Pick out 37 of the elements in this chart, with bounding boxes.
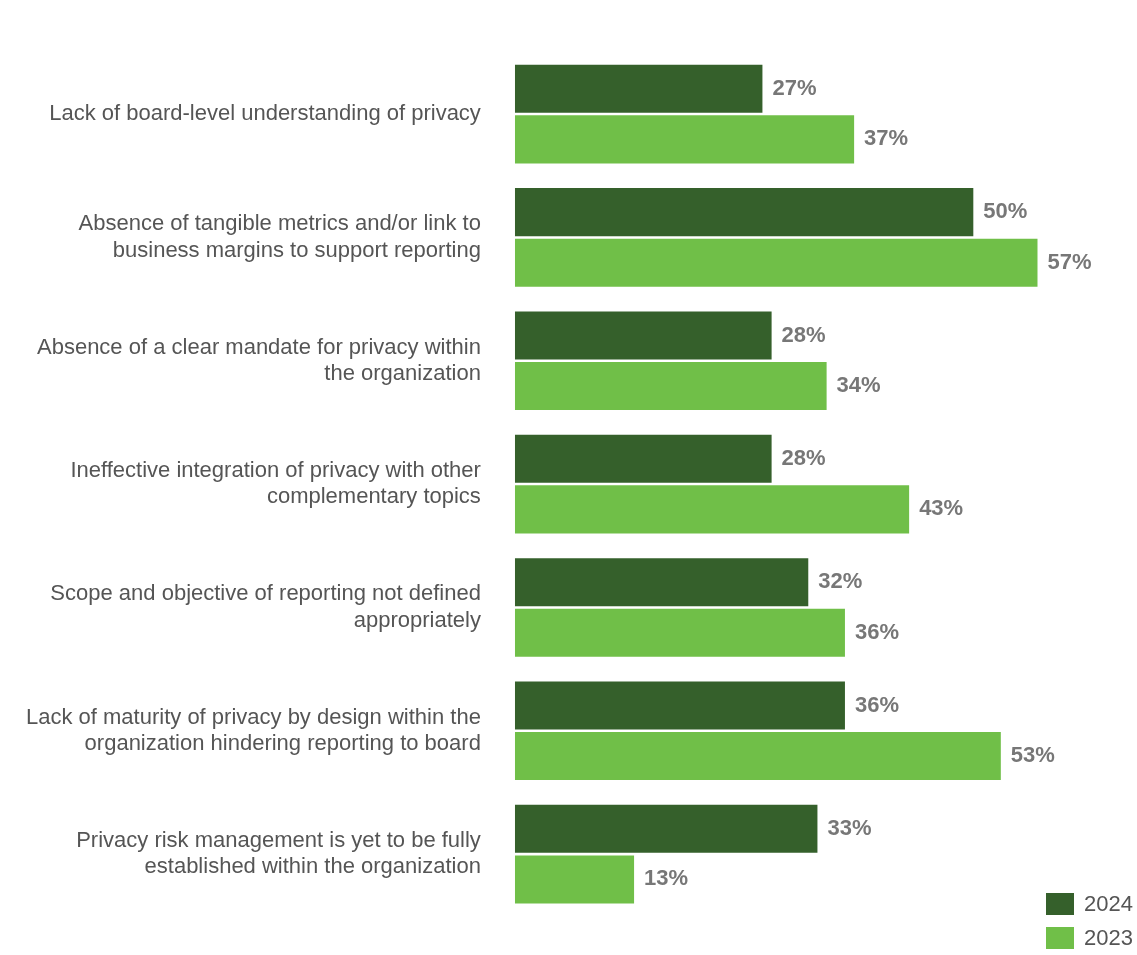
- data-label: 50%: [983, 198, 1028, 224]
- bar: [514, 558, 809, 607]
- bar: [514, 732, 1001, 781]
- data-label: 13%: [644, 865, 689, 891]
- y-tick-label: Ineffective integration of privacy with other complementary topics: [70, 456, 481, 509]
- y-tick-label: Absence of a clear mandate for privacy within the organization: [36, 333, 481, 386]
- bar: [514, 188, 974, 237]
- bar: [514, 608, 845, 657]
- bar: [514, 485, 910, 534]
- data-label: 27%: [772, 74, 817, 100]
- bar: [514, 804, 818, 853]
- bar: [514, 311, 772, 360]
- y-tick-label: Lack of board-level understanding of privacy: [49, 100, 481, 126]
- bar: [514, 238, 1038, 287]
- y-tick-label: Privacy risk management is yet to be fully established within the organization: [76, 826, 481, 879]
- data-label: 37%: [864, 125, 909, 151]
- bar: [514, 115, 855, 164]
- legend-label: 2024: [1084, 891, 1133, 917]
- data-label: 43%: [919, 495, 964, 521]
- data-label: 28%: [781, 321, 826, 347]
- bar: [514, 855, 635, 904]
- data-label: 36%: [854, 691, 899, 717]
- bar: [514, 64, 763, 113]
- bar: [514, 434, 772, 483]
- data-label: 32%: [818, 568, 863, 594]
- y-tick-label: Lack of maturity of privacy by design within the organization hindering reporting to board: [25, 703, 481, 756]
- legend-label: 2023: [1084, 925, 1133, 951]
- bar: [514, 681, 845, 730]
- y-tick-label: Absence of tangible metrics and/or link to business margins to support reporting: [78, 210, 481, 262]
- bar: [514, 362, 827, 411]
- data-label: 36%: [854, 618, 899, 644]
- data-label: 28%: [781, 444, 826, 470]
- data-label: 57%: [1047, 248, 1092, 274]
- data-label: 34%: [836, 372, 881, 398]
- data-label: 53%: [1010, 742, 1055, 768]
- data-label: 33%: [827, 814, 872, 840]
- y-tick-label: Scope and objective of reporting not defined appropriately: [50, 580, 481, 632]
